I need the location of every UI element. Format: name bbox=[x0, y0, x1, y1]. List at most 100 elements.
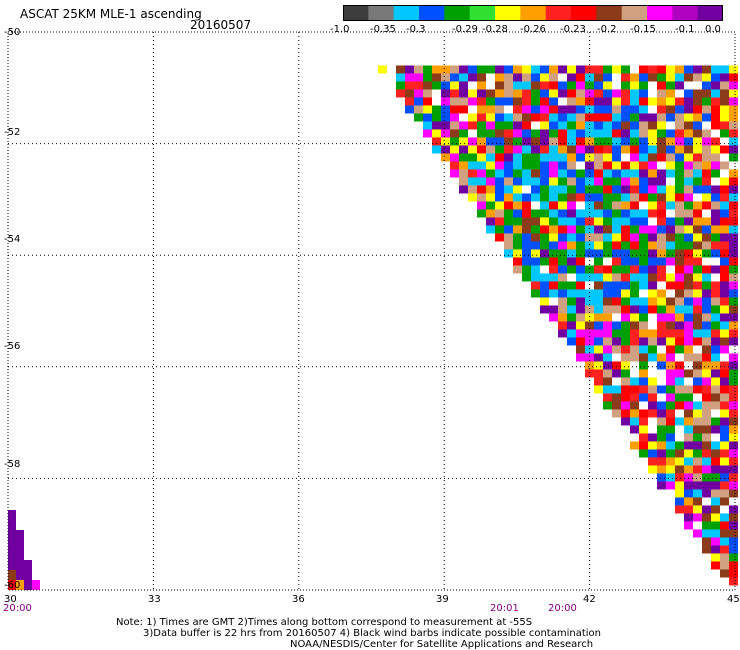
data-cell bbox=[558, 249, 567, 258]
data-cell bbox=[693, 457, 702, 466]
data-cell bbox=[729, 145, 738, 154]
data-cell bbox=[486, 121, 495, 130]
data-cell bbox=[630, 329, 639, 338]
data-cell bbox=[594, 297, 603, 306]
data-cell bbox=[666, 113, 675, 122]
data-cell bbox=[567, 105, 576, 114]
data-cell bbox=[720, 489, 729, 498]
data-cell bbox=[621, 297, 630, 306]
data-cell bbox=[711, 537, 720, 546]
data-cell bbox=[648, 393, 657, 402]
data-cell bbox=[648, 257, 657, 266]
data-cell bbox=[495, 217, 504, 226]
data-cell bbox=[612, 97, 621, 106]
data-cell bbox=[711, 377, 720, 386]
data-cell bbox=[621, 353, 630, 362]
data-cell bbox=[504, 97, 513, 106]
data-cell bbox=[711, 313, 720, 322]
data-cell bbox=[594, 81, 603, 90]
data-cell bbox=[495, 129, 504, 138]
data-cell bbox=[594, 65, 603, 74]
data-cell bbox=[594, 129, 603, 138]
data-cell bbox=[693, 241, 702, 250]
data-cell bbox=[540, 305, 549, 314]
data-cell bbox=[702, 201, 711, 210]
data-cell bbox=[693, 433, 702, 442]
data-cell bbox=[666, 393, 675, 402]
data-cell bbox=[693, 281, 702, 290]
data-cell bbox=[675, 145, 684, 154]
data-cell bbox=[549, 97, 558, 106]
data-cell bbox=[540, 153, 549, 162]
data-cell bbox=[549, 65, 558, 74]
data-cell bbox=[522, 233, 531, 242]
data-cell bbox=[432, 89, 441, 98]
data-cell bbox=[585, 337, 594, 346]
data-cell bbox=[558, 169, 567, 178]
data-cell bbox=[621, 177, 630, 186]
data-cell bbox=[612, 385, 621, 394]
data-cell bbox=[675, 505, 684, 514]
data-cell bbox=[630, 409, 639, 418]
data-cell bbox=[8, 510, 16, 520]
data-cell bbox=[639, 265, 648, 274]
data-cell bbox=[567, 121, 576, 130]
data-cell bbox=[16, 580, 24, 590]
data-cell bbox=[576, 113, 585, 122]
data-cell bbox=[468, 153, 477, 162]
data-cell bbox=[432, 145, 441, 154]
data-cell bbox=[612, 289, 621, 298]
data-cell bbox=[693, 489, 702, 498]
data-cell bbox=[576, 97, 585, 106]
data-cell bbox=[711, 73, 720, 82]
data-cell bbox=[612, 89, 621, 98]
data-cell bbox=[729, 193, 738, 202]
data-cell bbox=[666, 321, 675, 330]
data-cell bbox=[675, 401, 684, 410]
data-cell bbox=[720, 233, 729, 242]
data-cell bbox=[594, 233, 603, 242]
data-cell bbox=[585, 193, 594, 202]
data-cell bbox=[630, 273, 639, 282]
data-cell bbox=[675, 249, 684, 258]
data-cell bbox=[648, 433, 657, 442]
data-cell bbox=[495, 97, 504, 106]
data-cell bbox=[495, 193, 504, 202]
data-cell bbox=[720, 393, 729, 402]
data-cell bbox=[540, 81, 549, 90]
data-cell bbox=[558, 201, 567, 210]
data-cell bbox=[468, 193, 477, 202]
data-cell bbox=[558, 313, 567, 322]
data-cell bbox=[558, 97, 567, 106]
data-cell bbox=[711, 545, 720, 554]
data-cell bbox=[720, 105, 729, 114]
data-cell bbox=[711, 417, 720, 426]
data-cell bbox=[531, 65, 540, 74]
colorbar-label-1: -0.35 bbox=[370, 24, 396, 35]
data-cell bbox=[468, 73, 477, 82]
data-cell bbox=[675, 345, 684, 354]
data-cell bbox=[459, 73, 468, 82]
data-cell bbox=[594, 353, 603, 362]
data-cell bbox=[522, 97, 531, 106]
data-cell bbox=[648, 129, 657, 138]
data-cell bbox=[684, 289, 693, 298]
data-cell bbox=[558, 297, 567, 306]
data-cell bbox=[657, 201, 666, 210]
data-cell bbox=[459, 65, 468, 74]
data-cell bbox=[504, 193, 513, 202]
data-cell bbox=[531, 89, 540, 98]
data-cell bbox=[531, 113, 540, 122]
data-cell bbox=[495, 201, 504, 210]
data-cell bbox=[531, 177, 540, 186]
data-cell bbox=[558, 145, 567, 154]
data-cell bbox=[522, 89, 531, 98]
data-cell bbox=[567, 265, 576, 274]
plot-frame bbox=[7, 31, 736, 591]
data-cell bbox=[495, 145, 504, 154]
data-cell bbox=[558, 89, 567, 98]
data-cell bbox=[648, 89, 657, 98]
data-cell bbox=[540, 89, 549, 98]
data-cell bbox=[612, 345, 621, 354]
data-cell bbox=[657, 273, 666, 282]
